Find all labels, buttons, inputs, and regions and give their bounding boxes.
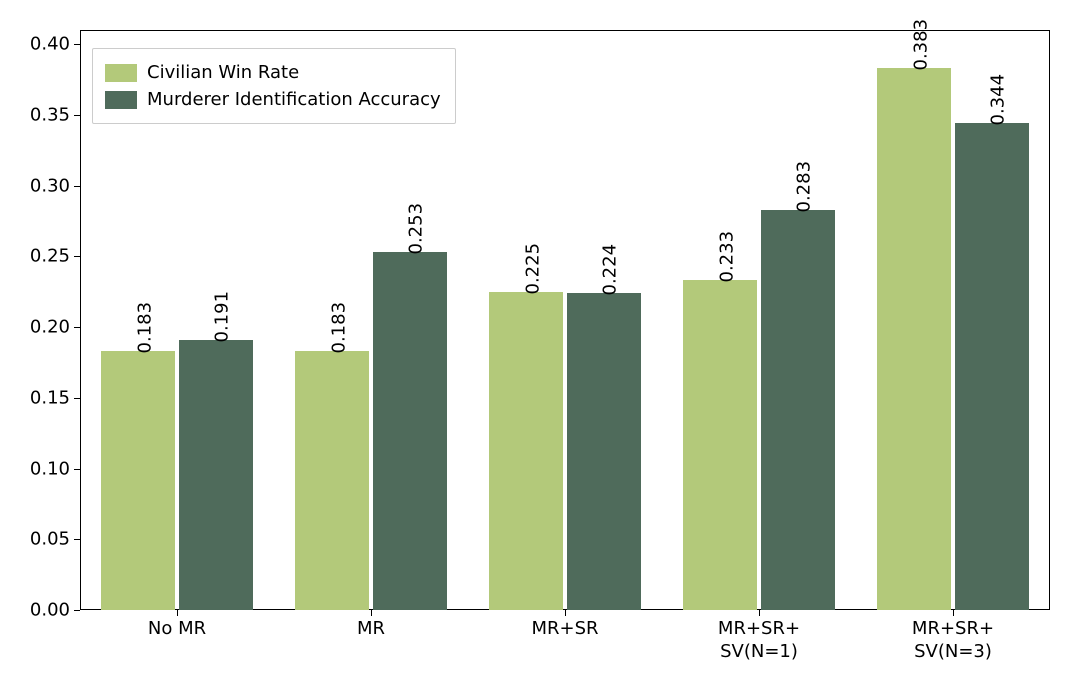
legend-swatch — [105, 64, 137, 82]
axis-spine — [1049, 30, 1050, 610]
legend-swatch — [105, 91, 137, 109]
y-tick-label: 0.20 — [30, 317, 80, 338]
legend: Civilian Win RateMurderer Identification… — [92, 48, 456, 124]
x-tick-label: MR+SR — [531, 610, 598, 641]
chart-container: 0.00 0.05 0.10 0.15 0.20 0.25 0.30 0.35 0.40 No M… — [0, 0, 1080, 687]
bar — [295, 351, 369, 610]
bar — [179, 340, 253, 610]
x-tick-label: MR — [357, 610, 385, 641]
bar — [877, 68, 951, 610]
x-tick-label: MR+SR+ SV(N=3) — [912, 610, 994, 663]
axis-spine — [80, 30, 81, 610]
legend-label: Civilian Win Rate — [147, 59, 299, 86]
bar-value-label: 0.225 — [522, 243, 543, 295]
bar-value-label: 0.224 — [600, 244, 621, 296]
y-tick-label: 0.40 — [30, 34, 80, 55]
y-tick-label: 0.05 — [30, 529, 80, 550]
bar-value-label: 0.383 — [910, 19, 931, 71]
bar-value-label: 0.283 — [794, 161, 815, 213]
legend-item: Civilian Win Rate — [105, 59, 441, 86]
x-tick-label: No MR — [148, 610, 206, 641]
y-tick-label: 0.15 — [30, 387, 80, 408]
bar — [101, 351, 175, 610]
y-tick-label: 0.00 — [30, 600, 80, 621]
bar-value-label: 0.253 — [406, 203, 427, 255]
bar-value-label: 0.191 — [212, 291, 233, 343]
bar — [489, 292, 563, 610]
bar-value-label: 0.233 — [716, 231, 737, 283]
axis-spine — [80, 30, 1050, 31]
bar — [567, 293, 641, 610]
x-tick-label: MR+SR+ SV(N=1) — [718, 610, 800, 663]
bar — [955, 123, 1029, 610]
bar-value-label: 0.344 — [988, 74, 1009, 126]
bar — [683, 280, 757, 610]
y-tick-label: 0.30 — [30, 175, 80, 196]
bar-value-label: 0.183 — [328, 302, 349, 354]
y-tick-label: 0.35 — [30, 104, 80, 125]
y-tick-label: 0.10 — [30, 458, 80, 479]
bar-value-label: 0.183 — [134, 302, 155, 354]
legend-label: Murderer Identification Accuracy — [147, 86, 441, 113]
legend-item: Murderer Identification Accuracy — [105, 86, 441, 113]
bar — [373, 252, 447, 610]
y-tick-label: 0.25 — [30, 246, 80, 267]
bar — [761, 210, 835, 610]
